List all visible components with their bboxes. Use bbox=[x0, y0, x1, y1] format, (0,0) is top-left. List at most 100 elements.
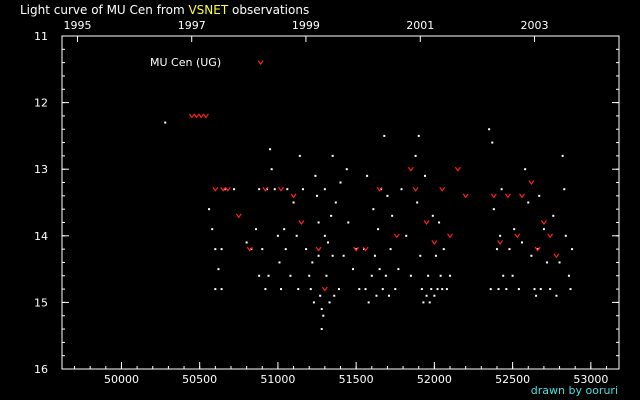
chart-title: Light curve of MU Cen from VSNET observa… bbox=[20, 3, 309, 17]
observation-dot bbox=[505, 288, 508, 291]
observation-dot bbox=[492, 208, 495, 211]
observation-dot bbox=[442, 248, 445, 251]
observation-dot bbox=[497, 288, 500, 291]
observation-dot bbox=[420, 288, 423, 291]
fainter-than-mark bbox=[298, 220, 305, 226]
x-tick-label: 50500 bbox=[182, 373, 217, 386]
observation-dot bbox=[325, 274, 328, 277]
observation-dot bbox=[538, 194, 541, 197]
observation-dot bbox=[264, 288, 267, 291]
observation-dot bbox=[255, 228, 258, 231]
chart-title-suffix: observations bbox=[228, 3, 310, 17]
fainter-than-mark bbox=[235, 213, 242, 219]
observation-dot bbox=[289, 274, 292, 277]
observation-dot bbox=[269, 148, 272, 151]
observation-dot bbox=[508, 248, 511, 251]
star-annotation: MU Cen (UG) bbox=[150, 56, 221, 69]
observation-dot bbox=[328, 301, 331, 304]
top-year-label: 1997 bbox=[178, 19, 206, 32]
observation-dot bbox=[400, 188, 403, 191]
observation-dot bbox=[345, 168, 348, 171]
fainter-than-mark bbox=[447, 233, 454, 239]
observation-dot bbox=[284, 248, 287, 251]
observation-dot bbox=[322, 314, 325, 317]
observation-dot bbox=[352, 268, 355, 271]
observation-dot bbox=[386, 194, 389, 197]
top-year-label: 2001 bbox=[406, 19, 434, 32]
observation-dot bbox=[331, 154, 334, 157]
observation-dot bbox=[430, 288, 433, 291]
observation-dot bbox=[434, 254, 437, 257]
observation-dot bbox=[316, 194, 319, 197]
observation-dot bbox=[571, 248, 574, 251]
observation-dot bbox=[323, 234, 326, 237]
observation-dot bbox=[378, 268, 381, 271]
observation-dot bbox=[298, 154, 301, 157]
chart-title-prefix: Light curve of MU Cen from bbox=[20, 3, 189, 17]
x-tick-label: 53000 bbox=[573, 373, 608, 386]
observation-dot bbox=[370, 274, 373, 277]
observation-dot bbox=[555, 294, 558, 297]
observation-dot bbox=[427, 274, 430, 277]
observation-dot bbox=[539, 288, 542, 291]
top-year-label: 2003 bbox=[521, 19, 549, 32]
observation-dot bbox=[383, 134, 386, 137]
plot-frame bbox=[61, 35, 620, 370]
observation-dot bbox=[564, 234, 567, 237]
observation-dot bbox=[552, 214, 555, 217]
observation-dot bbox=[416, 201, 419, 204]
fainter-than-mark bbox=[553, 253, 560, 259]
fainter-than-mark bbox=[257, 60, 264, 66]
fainter-than-mark bbox=[490, 193, 497, 199]
observation-dot bbox=[569, 288, 572, 291]
observation-dot bbox=[280, 288, 283, 291]
observation-dot bbox=[283, 228, 286, 231]
observation-dot bbox=[366, 174, 369, 177]
observation-dot bbox=[489, 288, 492, 291]
observation-dot bbox=[535, 294, 538, 297]
fainter-than-mark bbox=[220, 186, 227, 192]
fainter-than-mark bbox=[393, 233, 400, 239]
observation-dot bbox=[546, 261, 549, 264]
fainter-than-mark bbox=[193, 113, 200, 119]
observation-dot bbox=[330, 214, 333, 217]
observation-dot bbox=[520, 241, 523, 244]
fainter-than-mark bbox=[462, 193, 469, 199]
observation-dot bbox=[425, 294, 428, 297]
x-tick-label: 52000 bbox=[417, 373, 452, 386]
observation-dot bbox=[311, 261, 314, 264]
observation-dot bbox=[308, 274, 311, 277]
fainter-than-mark bbox=[534, 246, 541, 252]
y-tick-label: 14 bbox=[34, 230, 48, 243]
observation-dot bbox=[261, 248, 264, 251]
fainter-than-mark bbox=[412, 186, 419, 192]
observation-dot bbox=[389, 248, 392, 251]
observation-dot bbox=[431, 214, 434, 217]
fainter-than-mark bbox=[504, 193, 511, 199]
fainter-than-mark bbox=[198, 113, 205, 119]
observation-dot bbox=[297, 288, 300, 291]
observation-dot bbox=[372, 208, 375, 211]
observation-dot bbox=[513, 228, 516, 231]
observation-dot bbox=[439, 274, 442, 277]
y-tick-label: 11 bbox=[34, 30, 48, 43]
observation-dot bbox=[394, 288, 397, 291]
axis-ticks bbox=[62, 35, 619, 370]
observation-dot bbox=[500, 188, 503, 191]
top-year-label: 1999 bbox=[292, 19, 320, 32]
credit-text: drawn by ooruri bbox=[530, 384, 618, 397]
observation-dot bbox=[339, 181, 342, 184]
fainter-than-mark bbox=[514, 233, 521, 239]
fainter-than-mark bbox=[278, 186, 285, 192]
observation-dot bbox=[309, 288, 312, 291]
fainter-than-mark bbox=[376, 186, 383, 192]
observation-dot bbox=[364, 288, 367, 291]
fainter-than-mark bbox=[202, 113, 209, 119]
observation-dot bbox=[422, 301, 425, 304]
observation-dot bbox=[319, 294, 322, 297]
fainter-than-mark bbox=[547, 233, 554, 239]
observation-dot bbox=[317, 221, 320, 224]
fainter-than-mark bbox=[224, 186, 231, 192]
fainter-than-mark bbox=[423, 220, 430, 226]
